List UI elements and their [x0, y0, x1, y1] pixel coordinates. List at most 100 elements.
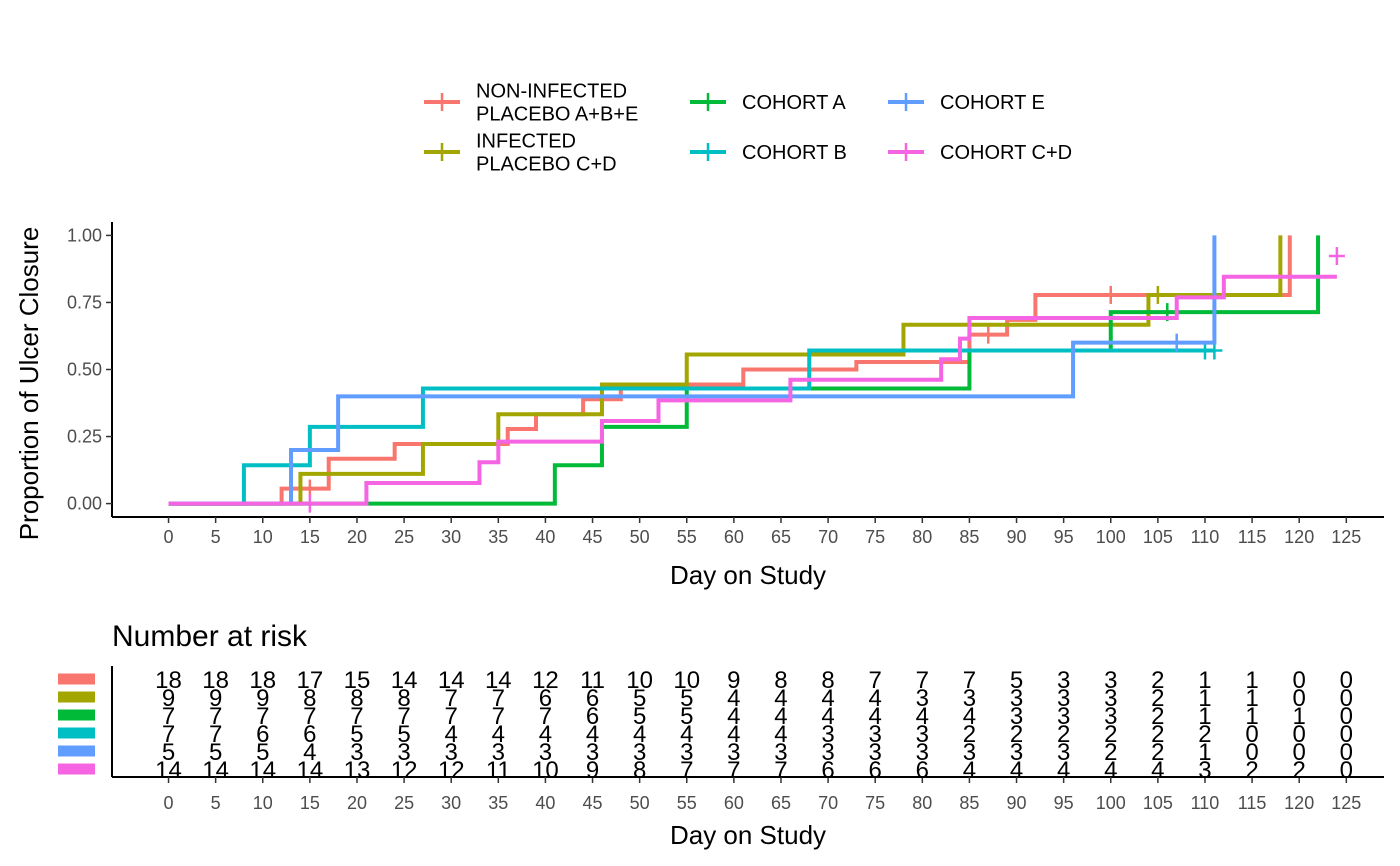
risk-x-tick-label: 55: [677, 793, 697, 813]
risk-count: 1: [1198, 739, 1211, 766]
risk-count: 7: [916, 667, 929, 694]
risk-count: 2: [1245, 757, 1258, 784]
risk-count: 6: [303, 721, 316, 748]
risk-count: 4: [916, 703, 929, 730]
risk-count: 7: [869, 667, 882, 694]
risk-count: 3: [916, 721, 929, 748]
risk-count: 17: [297, 667, 324, 694]
risk-x-tick-label: 90: [1007, 793, 1027, 813]
risk-count: 3: [1057, 703, 1070, 730]
risk-count: 14: [202, 757, 229, 784]
x-tick-label: 30: [441, 527, 461, 547]
x-tick-label: 25: [394, 527, 414, 547]
x-tick-label: 50: [630, 527, 650, 547]
risk-count: 6: [586, 703, 599, 730]
legend-item: INFECTED PLACEBO C+D: [424, 131, 617, 176]
series-cohort-e: [168, 235, 1217, 506]
risk-count: 6: [256, 721, 269, 748]
risk-count: 6: [539, 685, 552, 712]
risk-count: 10: [673, 667, 700, 694]
risk-count: 9: [209, 685, 222, 712]
risk-count: 3: [1010, 685, 1023, 712]
risk-count: 3: [1010, 703, 1023, 730]
risk-count: 5: [633, 685, 646, 712]
risk-count: 8: [350, 685, 363, 712]
x-tick-label: 105: [1143, 527, 1173, 547]
risk-count: 11: [486, 757, 511, 784]
legend-item: COHORT C+D: [888, 142, 1072, 164]
risk-x-tick-label: 45: [583, 793, 603, 813]
risk-row: 18 18 18 17 15 14 14 14 12 11 10 10 9 8 8 7 7 7 5 3 3 2 1 1 0 0: [58, 667, 1353, 694]
km-curve: [168, 235, 1217, 506]
risk-count: 7: [209, 721, 222, 748]
risk-count: 0: [1340, 721, 1353, 748]
legend-label: COHORT A: [742, 92, 846, 114]
y-tick-label: 1.00: [67, 225, 102, 245]
risk-count: 3: [1057, 739, 1070, 766]
risk-count: 5: [633, 703, 646, 730]
risk-count: 8: [397, 685, 410, 712]
risk-count: 4: [1151, 757, 1164, 784]
risk-count: 3: [869, 721, 882, 748]
risk-count: 3: [1104, 703, 1117, 730]
risk-count: 2: [1151, 721, 1164, 748]
x-tick-label: 0: [164, 527, 174, 547]
risk-count: 3: [1057, 685, 1070, 712]
risk-count: 4: [774, 685, 787, 712]
risk-count: 3: [821, 721, 834, 748]
risk-count: 8: [633, 757, 646, 784]
risk-count: 2: [1057, 721, 1070, 748]
series-cohort-b: [168, 341, 1223, 506]
risk-count: 14: [249, 757, 276, 784]
risk-x-tick-label: 35: [488, 793, 508, 813]
risk-x-tick-label: 15: [300, 793, 320, 813]
risk-count: 4: [1010, 757, 1023, 784]
risk-count: 3: [680, 739, 693, 766]
risk-count: 0: [1293, 739, 1306, 766]
risk-count: 6: [586, 685, 599, 712]
risk-count: 9: [727, 667, 740, 694]
risk-count: 7: [492, 703, 505, 730]
risk-x-tick-label: 50: [630, 793, 650, 813]
risk-count: 0: [1245, 739, 1258, 766]
risk-row: 7 7 7 7 7 7 7 7 7 6 5 5 4 4 4 4 4 4 3 3 3 2 1 1 1 0: [58, 703, 1353, 730]
risk-count: 1: [1245, 667, 1258, 694]
x-tick-label: 45: [583, 527, 603, 547]
risk-count: 0: [1340, 739, 1353, 766]
risk-count: 3: [821, 739, 834, 766]
risk-count: 2: [1151, 667, 1164, 694]
risk-count: 4: [727, 685, 740, 712]
x-tick-label: 70: [818, 527, 838, 547]
risk-count: 10: [626, 667, 653, 694]
risk-count: 14: [485, 667, 512, 694]
risk-count: 14: [155, 757, 182, 784]
risk-count: 14: [297, 757, 324, 784]
risk-count: 0: [1340, 757, 1353, 784]
legend-label: COHORT E: [940, 92, 1045, 114]
km-plot: 0 5 10 15 20 25 30 35 40 45 50 55 60 65 70 75 80 85 90 95 10…: [14, 222, 1384, 590]
risk-count: 0: [1293, 667, 1306, 694]
risk-count: 4: [492, 721, 505, 748]
series-cohort-c-d: [168, 247, 1345, 513]
risk-count: 3: [445, 739, 458, 766]
risk-count: 3: [727, 739, 740, 766]
risk-count: 12: [438, 757, 465, 784]
legend-item: NON-INFECTED PLACEBO A+B+E: [424, 81, 638, 126]
risk-x-tick-label: 0: [164, 793, 174, 813]
risk-row: 5 5 5 4 3 3 3 3 3 3 3 3 3 3 3 3 3 3 3 3 2 2 1 0 0 0: [58, 739, 1353, 766]
risk-count: 4: [445, 721, 458, 748]
risk-table-title: Number at risk: [112, 620, 308, 653]
risk-count: 4: [821, 703, 834, 730]
risk-count: 6: [916, 757, 929, 784]
risk-count: 18: [155, 667, 182, 694]
risk-row: 7 7 6 6 5 5 4 4 4 4 4 4 4 4 3 3 3 2 2 2 2 2 2 0 0 0: [58, 721, 1353, 748]
risk-x-tick-label: 10: [253, 793, 273, 813]
risk-count: 4: [1104, 757, 1117, 784]
risk-x-tick-label: 85: [959, 793, 979, 813]
risk-x-tick-label: 95: [1054, 793, 1074, 813]
risk-x-tick-label: 65: [771, 793, 791, 813]
risk-count: 7: [963, 667, 976, 694]
risk-count: 18: [249, 667, 276, 694]
